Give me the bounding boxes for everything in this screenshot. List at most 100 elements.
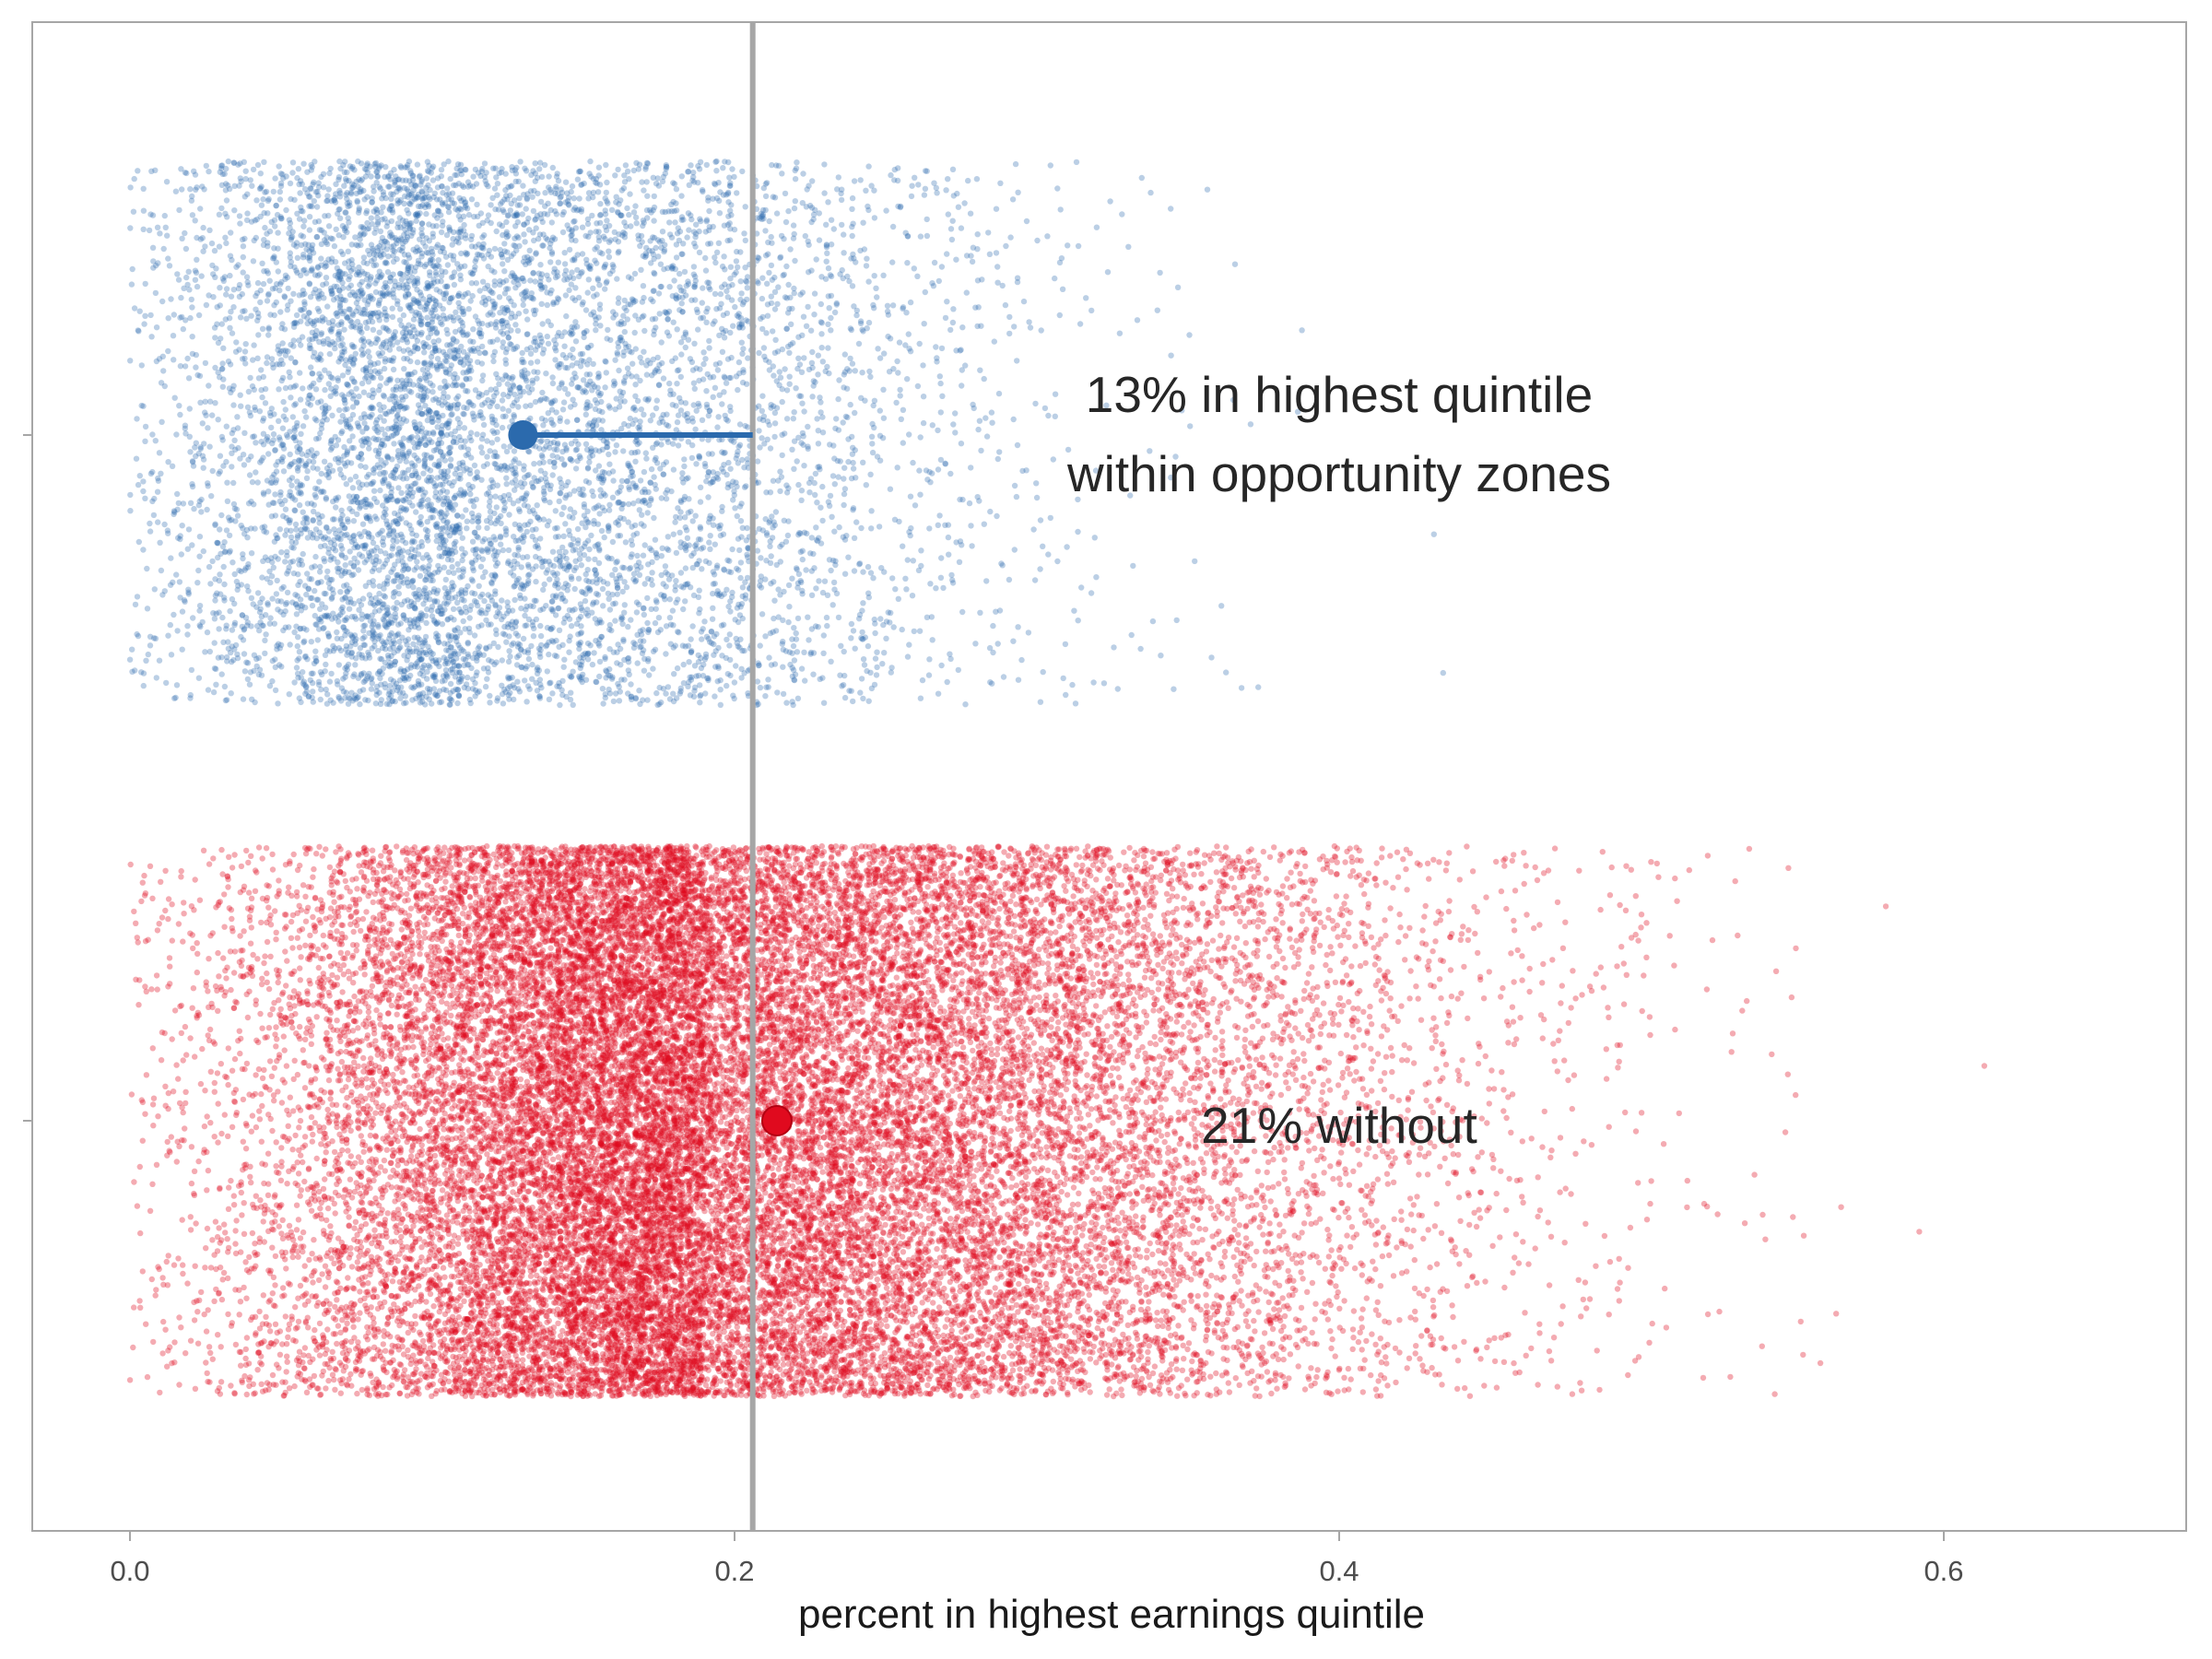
data-point (780, 453, 785, 458)
data-point (478, 564, 484, 570)
data-point (805, 615, 810, 620)
data-point (464, 453, 469, 458)
data-point (875, 346, 880, 351)
data-point (186, 287, 192, 292)
data-point (949, 237, 955, 242)
data-point (182, 170, 188, 175)
data-point (257, 667, 263, 673)
data-point (436, 257, 441, 263)
data-point (164, 233, 170, 239)
data-point (1171, 687, 1176, 692)
data-point (1048, 515, 1053, 521)
data-point (467, 486, 473, 491)
data-point (717, 525, 723, 531)
data-point (143, 658, 148, 664)
data-point (880, 273, 886, 278)
data-point (314, 234, 320, 240)
data-point (675, 326, 680, 332)
data-point (663, 563, 668, 569)
data-point (132, 305, 137, 311)
data-point (127, 492, 133, 498)
data-point (522, 623, 527, 629)
data-point (856, 341, 862, 347)
data-point (356, 210, 361, 216)
data-point (198, 444, 204, 450)
data-point (727, 608, 733, 614)
data-point (563, 267, 569, 273)
data-point (445, 159, 451, 164)
data-point (262, 638, 267, 643)
data-point (398, 532, 404, 537)
data-point (251, 342, 256, 347)
data-point (948, 572, 954, 578)
data-point (675, 596, 680, 602)
data-point (591, 650, 596, 655)
data-point (382, 594, 388, 599)
data-point (534, 617, 539, 622)
data-point (828, 315, 833, 321)
data-point (686, 210, 691, 216)
data-point (253, 469, 258, 475)
data-point (288, 181, 293, 186)
data-point (511, 251, 516, 256)
data-point (642, 542, 648, 547)
data-point (1078, 584, 1084, 590)
data-point (235, 425, 241, 430)
data-point (779, 233, 784, 239)
data-point (261, 281, 266, 287)
data-point (151, 512, 157, 518)
data-point (324, 280, 329, 286)
data-point (683, 345, 688, 350)
data-point (971, 245, 976, 251)
data-point (312, 502, 317, 508)
data-point (570, 376, 575, 382)
data-point (1137, 646, 1143, 652)
data-point (597, 301, 603, 307)
data-point (725, 294, 731, 300)
data-point (391, 594, 396, 599)
data-point (703, 267, 709, 273)
data-point (241, 696, 246, 701)
data-point (838, 643, 843, 649)
data-point (719, 504, 724, 510)
data-point (738, 290, 744, 296)
data-point (580, 251, 585, 256)
data-point (579, 269, 584, 275)
data-point (831, 529, 837, 535)
data-point (222, 171, 228, 177)
data-point (597, 487, 603, 492)
data-point (769, 234, 774, 240)
data-point (233, 339, 239, 345)
data-point (1038, 517, 1043, 523)
data-point (716, 241, 722, 246)
data-point (596, 619, 602, 625)
data-point (657, 311, 663, 316)
data-point (545, 668, 550, 674)
data-point (316, 356, 322, 361)
data-point (795, 616, 801, 621)
data-point (867, 670, 873, 676)
data-point (129, 647, 135, 653)
data-point (793, 198, 798, 204)
data-point (757, 526, 762, 532)
data-point (237, 220, 242, 226)
data-point (698, 525, 703, 531)
data-point (938, 555, 944, 560)
data-point (655, 629, 661, 635)
data-point (920, 362, 925, 368)
data-point (780, 665, 785, 670)
data-point (570, 347, 575, 352)
data-point (861, 656, 866, 662)
data-point (236, 347, 241, 352)
data-point (140, 488, 146, 494)
data-point (712, 693, 717, 699)
data-point (992, 338, 997, 344)
data-point (862, 662, 867, 667)
data-point (989, 420, 994, 426)
data-point (698, 499, 703, 504)
data-point (413, 509, 418, 514)
data-point (478, 547, 484, 553)
data-point (155, 225, 160, 230)
data-point (277, 196, 283, 202)
data-point (136, 539, 142, 545)
